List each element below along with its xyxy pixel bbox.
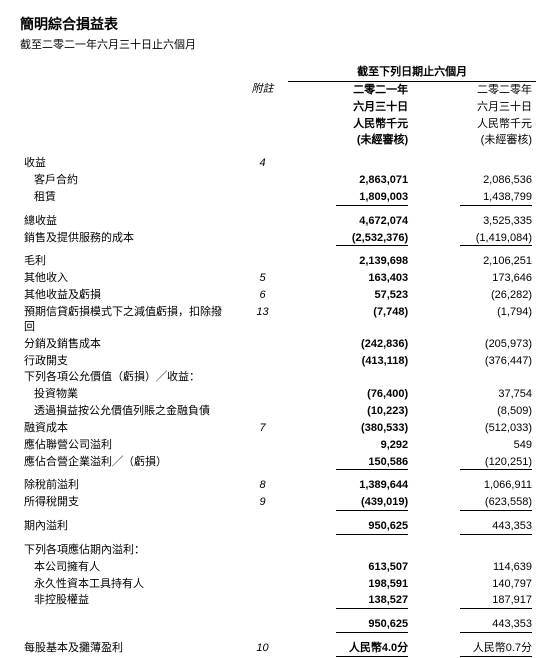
row-attr-total: 950,625 443,353 [20, 616, 536, 634]
row-rental: 租賃 1,809,003 1,438,799 [20, 189, 536, 207]
row-dist: 分銷及銷售成本 (242,836) (205,973) [20, 336, 536, 353]
row-gross: 毛利 2,139,698 2,106,251 [20, 253, 536, 270]
row-perp: 永久性資本工具持有人 198,591 140,797 [20, 576, 536, 593]
row-pbt: 除稅前溢利 8 1,389,644 1,066,911 [20, 477, 536, 494]
header-row-5: (未經審核) (未經審核) [20, 132, 536, 149]
header-row-4: 人民幣千元 人民幣千元 [20, 116, 536, 133]
row-tax: 所得稅開支 9 (439,019) (623,558) [20, 494, 536, 512]
row-owners: 本公司擁有人 613,507 114,639 [20, 559, 536, 576]
row-cost: 銷售及提供服務的成本 (2,532,376) (1,419,084) [20, 230, 536, 248]
row-nci: 非控股權益 138,527 187,917 [20, 592, 536, 610]
income-statement-table: 截至下列日期止六個月 附註 二零二一年 二零二零年 六月三十日 六月三十日 人民… [20, 64, 536, 658]
row-fv-fin: 透過損益按公允價值列賬之金融負債 (10,223) (8,509) [20, 403, 536, 420]
header-row-2: 附註 二零二一年 二零二零年 [20, 81, 536, 98]
row-fv-head: 下列各項公允價值（虧損）╱收益： [20, 369, 536, 386]
row-total-rev: 總收益 4,672,074 3,525,335 [20, 213, 536, 230]
page-title: 簡明綜合損益表 [20, 14, 536, 34]
note-header: 附註 [237, 81, 289, 98]
header-row: 截至下列日期止六個月 [20, 64, 536, 81]
row-attr-head: 下列各項應佔期內溢利： [20, 542, 536, 559]
row-contract: 客戶合約 2,863,071 2,086,536 [20, 172, 536, 189]
row-revenue: 收益 4 [20, 155, 536, 172]
period-span: 截至下列日期止六個月 [288, 64, 536, 81]
row-eps: 每股基本及攤薄盈利 10 人民幣4.0分 人民幣0.7分 [20, 640, 536, 658]
row-ecl: 預期信貸虧損模式下之減值虧損，扣除撥回 13 (7,748) (1,794) [20, 304, 536, 336]
row-assoc: 應佔聯營公司溢利 9,292 549 [20, 437, 536, 454]
row-admin: 行政開支 (413,118) (376,447) [20, 353, 536, 370]
row-other-gl: 其他收益及虧損 6 57,523 (26,282) [20, 287, 536, 304]
page-subtitle: 截至二零二一年六月三十日止六個月 [20, 36, 536, 52]
row-period-profit: 期內溢利 950,625 443,353 [20, 518, 536, 536]
col-cur-year: 二零二一年 [288, 81, 412, 98]
col-prev-year: 二零二零年 [412, 81, 536, 98]
row-fin-cost: 融資成本 7 (380,533) (512,033) [20, 420, 536, 437]
header-row-3: 六月三十日 六月三十日 [20, 99, 536, 116]
row-other-inc: 其他收入 5 163,403 173,646 [20, 270, 536, 287]
row-jv: 應佔合營企業溢利╱（虧損） 150,586 (120,251) [20, 454, 536, 472]
row-fv-prop: 投資物業 (76,400) 37,754 [20, 386, 536, 403]
